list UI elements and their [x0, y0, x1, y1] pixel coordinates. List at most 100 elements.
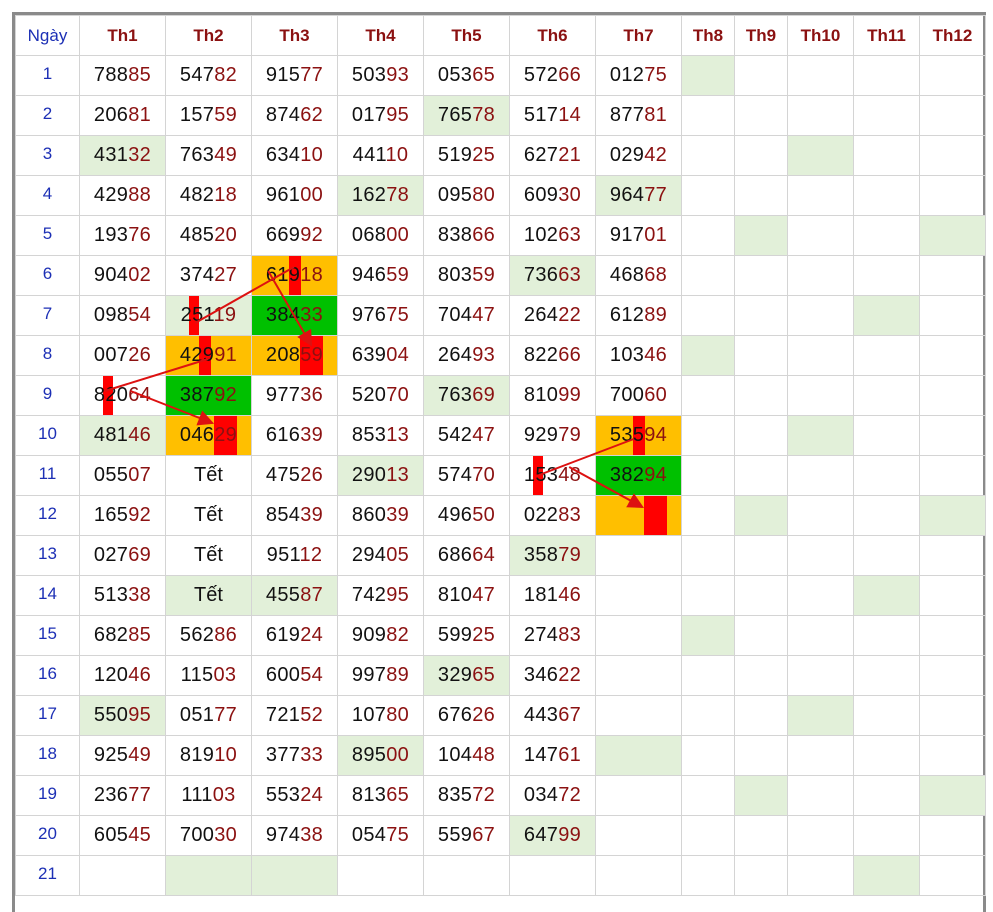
result-number: 20681 [93, 104, 152, 126]
result-number: 80359 [437, 264, 496, 286]
red-marker [633, 416, 646, 455]
result-number: 15348 [523, 464, 582, 486]
result-cell: 52070 [337, 375, 424, 416]
result-number: 38433 [265, 304, 324, 326]
result-cell [853, 775, 920, 816]
result-cell: 01795 [337, 95, 424, 136]
result-number: 64799 [523, 824, 582, 846]
result-cell: 78885 [79, 55, 166, 96]
result-number: 45587 [265, 584, 324, 606]
red-marker [102, 376, 114, 415]
day-cell: 11 [15, 455, 80, 496]
result-number: 12046 [93, 664, 152, 686]
result-cell [681, 335, 735, 376]
result-cell [681, 495, 735, 536]
result-cell [595, 495, 682, 536]
result-number: 97736 [265, 384, 324, 406]
result-cell [787, 335, 854, 376]
result-cell: 20681 [79, 95, 166, 136]
result-cell [853, 735, 920, 776]
day-cell: 4 [15, 175, 80, 216]
result-number: 05475 [351, 824, 410, 846]
result-cell [734, 495, 788, 536]
result-number: 15759 [179, 104, 238, 126]
result-cell: 49650 [423, 495, 510, 536]
result-cell [681, 695, 735, 736]
result-cell: 95112 [251, 535, 338, 576]
table-row: 11 05507 Tết 47526 29013 57470 15348 38294 [15, 455, 986, 496]
header-month: Th1 [79, 15, 166, 56]
result-cell: 03472 [509, 775, 596, 816]
result-cell: 97438 [251, 815, 338, 856]
result-cell [681, 295, 735, 336]
result-cell [853, 335, 920, 376]
result-cell [919, 455, 986, 496]
header-month: Th11 [853, 15, 920, 56]
result-cell: 38433 [251, 295, 338, 336]
result-cell [787, 575, 854, 616]
result-cell [853, 175, 920, 216]
result-number: 48218 [179, 184, 238, 206]
table-row: 4 42988 48218 96100 16278 09580 60930 96477 [15, 175, 986, 216]
result-cell [919, 495, 986, 536]
result-cell: 16278 [337, 175, 424, 216]
result-cell: 76578 [423, 95, 510, 136]
result-cell [734, 455, 788, 496]
table-row: 7 09854 25119 38433 97675 70447 26422 61289 [15, 295, 986, 336]
red-marker [188, 296, 200, 335]
result-cell: 61918 [251, 255, 338, 296]
result-cell [423, 855, 510, 896]
result-cell [853, 295, 920, 336]
header-month: Th4 [337, 15, 424, 56]
result-number: 10263 [523, 224, 582, 246]
result-cell: 57470 [423, 455, 510, 496]
result-cell: 42988 [79, 175, 166, 216]
table-row: 20 60545 70030 97438 05475 55967 64799 [15, 815, 986, 856]
result-number: 10780 [351, 704, 410, 726]
result-cell: 81910 [165, 735, 252, 776]
result-cell: 60930 [509, 175, 596, 216]
result-number: 70030 [179, 824, 238, 846]
result-cell [853, 255, 920, 296]
result-number: 29013 [351, 464, 410, 486]
result-number: 89500 [351, 744, 410, 766]
result-number: 60054 [265, 664, 324, 686]
header-month: Th12 [919, 15, 986, 56]
result-number: 27483 [523, 624, 582, 646]
result-cell: 91577 [251, 55, 338, 96]
table-row: 10 48146 04629 61639 85313 54247 92979 53594 [15, 415, 986, 456]
result-cell [853, 55, 920, 96]
result-cell: 11503 [165, 655, 252, 696]
result-number: 96477 [609, 184, 668, 206]
result-number: 52070 [351, 384, 410, 406]
result-number: 99789 [351, 664, 410, 686]
result-cell: 26493 [423, 335, 510, 376]
result-cell [919, 615, 986, 656]
result-number: 53594 [609, 424, 668, 446]
result-cell [734, 655, 788, 696]
result-cell: 97736 [251, 375, 338, 416]
result-cell [595, 735, 682, 776]
result-cell: 70447 [423, 295, 510, 336]
result-cell [787, 775, 854, 816]
result-cell: 37733 [251, 735, 338, 776]
result-cell [79, 855, 166, 896]
result-cell [681, 775, 735, 816]
day-cell: 18 [15, 735, 80, 776]
result-cell: 85439 [251, 495, 338, 536]
result-cell: 72152 [251, 695, 338, 736]
header-month: Th6 [509, 15, 596, 56]
result-cell [595, 575, 682, 616]
result-cell [787, 135, 854, 176]
result-cell [734, 215, 788, 256]
result-cell [853, 135, 920, 176]
result-cell [853, 655, 920, 696]
result-number: 55324 [265, 784, 324, 806]
header-day: Ngày [15, 15, 80, 56]
day-cell: 9 [15, 375, 80, 416]
result-number: 06800 [351, 224, 410, 246]
result-cell: 45587 [251, 575, 338, 616]
table-row: 16 12046 11503 60054 99789 32965 34622 [15, 655, 986, 696]
result-number: 16278 [351, 184, 410, 206]
result-cell: 96100 [251, 175, 338, 216]
